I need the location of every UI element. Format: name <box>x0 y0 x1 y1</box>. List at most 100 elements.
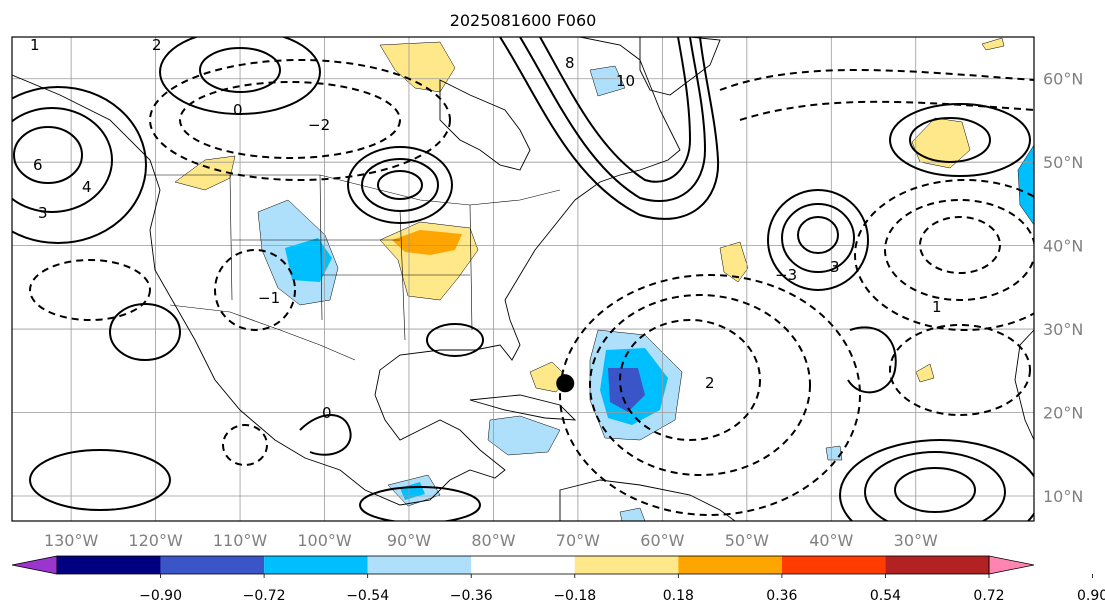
latitude-label: 60°N <box>1043 70 1083 89</box>
colorbar <box>11 555 1035 575</box>
colorbar-tick-labels: −0.90 −0.72 −0.54 −0.36 −0.18 0.18 0.36 0.54 0.7… <box>139 574 1105 604</box>
colorbar-tick-label: 0.36 <box>766 588 797 604</box>
contour-negative-caribbean <box>222 424 268 466</box>
contour-label: 0 <box>322 404 332 422</box>
contour-label: 1 <box>30 36 40 54</box>
contours <box>12 37 1034 521</box>
coastline-hudson-bay <box>439 79 531 171</box>
latitude-label: 50°N <box>1043 153 1083 172</box>
colorbar-outline <box>56 555 990 575</box>
contour-positive-nw-3 <box>12 86 147 244</box>
contour-label: −3 <box>775 266 797 284</box>
longitude-label: 120°W <box>128 531 183 550</box>
contour-zero-mexico <box>299 414 352 456</box>
contour-positive-ne-1 <box>909 117 991 163</box>
shade-negative-east-edge <box>1017 144 1034 226</box>
longitude-label: 50°W <box>725 531 769 550</box>
contour-positive-greenland-3 <box>539 37 692 183</box>
contour-positive-nw-2 <box>12 107 113 213</box>
map-frame <box>11 36 1035 522</box>
contour-positive-atlantic-3 <box>767 189 869 291</box>
latitude-label: 20°N <box>1043 404 1083 423</box>
colorbar-swatch <box>57 556 161 574</box>
contour-positive-lakes-1 <box>377 170 423 200</box>
contour-label: −1 <box>258 289 280 307</box>
longitude-label: 100°W <box>297 531 352 550</box>
colorbar-extend-low <box>11 555 58 575</box>
shade-positive-rockies <box>174 155 236 191</box>
contour-negative-ne-arc <box>719 69 1034 91</box>
contour-positive-lakes-2 <box>361 158 439 212</box>
colorbar-tick-label: 0.54 <box>870 588 901 604</box>
colorbar-swatch <box>367 556 472 574</box>
state-borders <box>145 174 561 361</box>
colorbar-tick-label: 0.18 <box>663 588 694 604</box>
shade-negative-caribbean <box>487 415 561 456</box>
coastlines <box>12 37 1034 521</box>
shade-positive-mid-atlantic <box>719 241 749 283</box>
contour-zero-pacific <box>29 449 171 511</box>
longitude-label: 90°W <box>387 531 431 550</box>
shade-positive-midwest-core <box>392 230 462 255</box>
contour-label: 3 <box>38 204 48 222</box>
contour-positive-se-2 <box>864 451 1006 521</box>
shade-negative-greenland <box>589 65 626 97</box>
contour-negative-arctic-1 <box>179 81 401 159</box>
colorbar-extend-high <box>988 555 1035 575</box>
border-state-1 <box>229 174 233 301</box>
colorbar-swatch <box>781 556 886 574</box>
shade-negative-plains-core <box>285 238 332 282</box>
contour-label: 8 <box>565 54 575 72</box>
colorbar-swatch <box>678 556 782 574</box>
contour-negative-storm-3 <box>559 274 861 516</box>
colorbar-swatch <box>160 556 265 574</box>
longitude-labels: 130°W 120°W 110°W 100°W 90°W 80°W 70°W 60°W 50°W… <box>44 531 938 550</box>
longitude-label: 130°W <box>44 531 99 550</box>
colorbar-tick-label: −0.18 <box>553 588 596 604</box>
contour-positive-atlantic-1 <box>797 216 839 254</box>
contour-label: 6 <box>33 156 43 174</box>
latitude-labels: 60°N 50°N 40°N 30°N 20°N 10°N <box>1043 70 1083 506</box>
contour-positive-greenland-1 <box>499 37 720 220</box>
longitude-label: 70°W <box>556 531 600 550</box>
contour-positive-north-2 <box>159 37 321 115</box>
contour-label: 2 <box>705 374 715 392</box>
longitude-label: 60°W <box>640 531 684 550</box>
longitude-label: 80°W <box>471 531 515 550</box>
shade-negative-small-east <box>825 445 843 461</box>
shade-negative-storm-core <box>608 368 645 412</box>
coastline-south-america <box>559 479 736 521</box>
coastline-north-america <box>12 37 681 506</box>
latitude-label: 10°N <box>1043 487 1083 506</box>
latitude-label: 30°N <box>1043 320 1083 339</box>
coastline-cuba <box>469 394 577 421</box>
contour-negative-arctic-2 <box>149 59 451 181</box>
contour-negative-storm-1 <box>619 319 761 441</box>
border-us-mexico <box>169 304 356 361</box>
colorbar-tick-label: −0.72 <box>243 588 286 604</box>
colorbar-tick-label: −0.54 <box>346 588 389 604</box>
contour-negative-ne-arc-2 <box>739 100 1034 121</box>
contour-negative-storm-2 <box>589 294 811 476</box>
contour-negative-rockies <box>214 249 296 331</box>
shade-positive-east <box>915 363 935 383</box>
contour-zero-caribbean <box>359 486 481 521</box>
contour-labels: 1 2 3 4 0 −1 −2 −3 6 8 10 2 3 0 1 <box>30 36 942 422</box>
colorbar-swatch <box>264 556 368 574</box>
contour-negative-east-1 <box>919 216 1001 274</box>
coastline-africa <box>1014 329 1034 441</box>
contour-zero-west <box>109 303 181 361</box>
contour-label: 10 <box>616 72 635 90</box>
contour-negative-pacific <box>29 259 151 321</box>
shade-positive-greenland <box>981 37 1005 51</box>
longitude-label: 40°W <box>809 531 853 550</box>
contour-label: −2 <box>308 116 330 134</box>
colorbar-tick-label: 0.90 <box>1077 588 1105 604</box>
contour-zero-gulf <box>426 323 484 357</box>
colorbar-swatch <box>574 556 679 574</box>
contour-positive-se-1 <box>894 467 976 513</box>
colorbar-swatch <box>885 556 989 574</box>
border-state-6 <box>469 204 473 331</box>
contour-label: 1 <box>932 298 942 316</box>
